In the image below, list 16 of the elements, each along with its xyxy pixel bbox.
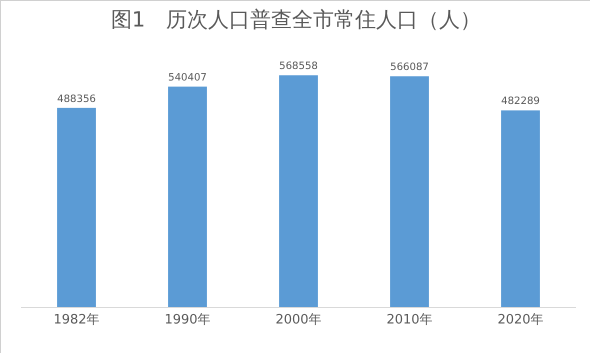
x-tick-label: 2020年 — [497, 312, 544, 328]
bar — [57, 108, 96, 307]
x-tick-label: 2000年 — [275, 312, 322, 328]
bar — [279, 75, 318, 307]
data-label: 566087 — [390, 62, 429, 74]
x-tick-label: 1982年 — [53, 312, 100, 328]
x-tick-label: 2010年 — [386, 312, 433, 328]
data-label: 540407 — [168, 72, 207, 84]
chart-title: 图1 历次人口普查全市常住人口（人） — [110, 7, 482, 32]
bar — [501, 110, 540, 307]
data-label: 568558 — [279, 61, 318, 72]
data-label: 482289 — [501, 96, 540, 108]
bar — [390, 76, 429, 307]
x-tick-label: 1990年 — [164, 312, 211, 328]
bar — [168, 86, 207, 307]
data-label: 488356 — [57, 94, 96, 105]
